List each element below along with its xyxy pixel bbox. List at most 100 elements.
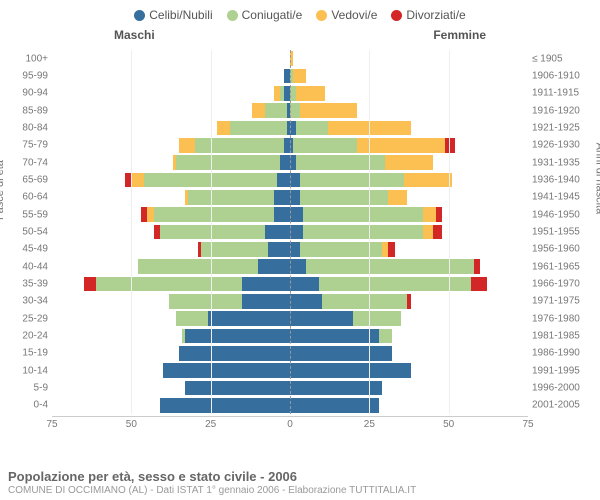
bar-segment bbox=[404, 173, 452, 188]
birth-label: ≤ 1905 bbox=[532, 53, 594, 64]
bar-male bbox=[52, 363, 290, 378]
bar-segment bbox=[138, 259, 259, 274]
bar-segment bbox=[290, 173, 300, 188]
bar-male bbox=[52, 277, 290, 292]
age-label: 70-74 bbox=[6, 157, 48, 168]
bar-segment bbox=[195, 138, 284, 153]
bar-segment bbox=[217, 121, 230, 136]
bar-female bbox=[290, 121, 528, 136]
pyramid-chart: Fasce di età Anni di nascita 100+≤ 19059… bbox=[4, 44, 596, 444]
age-label: 25-29 bbox=[6, 313, 48, 324]
bar-segment bbox=[160, 225, 265, 240]
bar-segment bbox=[179, 138, 195, 153]
bar-segment bbox=[96, 277, 242, 292]
gridline bbox=[369, 50, 370, 414]
bar-male bbox=[52, 398, 290, 413]
bar-male bbox=[52, 138, 290, 153]
y-axis-label-right: Anni di nascita bbox=[594, 143, 600, 215]
header-male: Maschi bbox=[114, 28, 155, 42]
bar-female bbox=[290, 69, 528, 84]
legend-label: Coniugati/e bbox=[242, 8, 303, 22]
legend-item: Vedovi/e bbox=[316, 8, 377, 22]
birth-label: 1936-1940 bbox=[532, 174, 594, 185]
bar-segment bbox=[353, 311, 401, 326]
chart-container: Celibi/NubiliConiugati/eVedovi/eDivorzia… bbox=[0, 0, 600, 500]
bar-female bbox=[290, 346, 528, 361]
bar-female bbox=[290, 86, 528, 101]
bar-segment bbox=[290, 190, 300, 205]
gridline bbox=[211, 50, 212, 414]
footer: Popolazione per età, sesso e stato civil… bbox=[8, 469, 592, 496]
birth-label: 1951-1955 bbox=[532, 226, 594, 237]
gridline bbox=[131, 50, 132, 414]
age-label: 35-39 bbox=[6, 278, 48, 289]
x-tick: 25 bbox=[364, 419, 375, 430]
bar-segment bbox=[265, 103, 287, 118]
bar-male bbox=[52, 294, 290, 309]
bar-female bbox=[290, 329, 528, 344]
legend-label: Divorziati/e bbox=[406, 8, 465, 22]
age-label: 0-4 bbox=[6, 400, 48, 411]
birth-label: 1906-1910 bbox=[532, 70, 594, 81]
chart-subtitle: COMUNE DI OCCIMIANO (AL) - Dati ISTAT 1°… bbox=[8, 485, 592, 496]
gridline bbox=[449, 50, 450, 414]
bar-female bbox=[290, 398, 528, 413]
bar-segment bbox=[474, 259, 480, 274]
bar-female bbox=[290, 103, 528, 118]
x-tick: 75 bbox=[46, 419, 57, 430]
bar-segment bbox=[274, 190, 290, 205]
bar-male bbox=[52, 329, 290, 344]
bar-segment bbox=[385, 155, 433, 170]
age-label: 75-79 bbox=[6, 140, 48, 151]
bar-male bbox=[52, 51, 290, 66]
bar-segment bbox=[290, 329, 379, 344]
bar-segment bbox=[154, 207, 275, 222]
age-label: 45-49 bbox=[6, 244, 48, 255]
x-tick: 25 bbox=[205, 419, 216, 430]
bar-female bbox=[290, 207, 528, 222]
legend-swatch bbox=[391, 10, 402, 21]
bar-female bbox=[290, 294, 528, 309]
age-label: 85-89 bbox=[6, 105, 48, 116]
bar-segment bbox=[176, 311, 208, 326]
bar-female bbox=[290, 242, 528, 257]
bar-segment bbox=[423, 207, 436, 222]
bar-segment bbox=[179, 346, 290, 361]
center-line bbox=[290, 50, 291, 414]
bar-segment bbox=[445, 138, 455, 153]
bar-segment bbox=[169, 294, 242, 309]
bar-segment bbox=[388, 190, 407, 205]
bar-male bbox=[52, 86, 290, 101]
bar-male bbox=[52, 242, 290, 257]
bar-female bbox=[290, 155, 528, 170]
bar-female bbox=[290, 51, 528, 66]
birth-label: 1911-1915 bbox=[532, 88, 594, 99]
bar-male bbox=[52, 173, 290, 188]
bar-segment bbox=[290, 259, 306, 274]
bar-segment bbox=[300, 103, 357, 118]
bar-segment bbox=[407, 294, 410, 309]
bar-segment bbox=[471, 277, 487, 292]
bar-segment bbox=[280, 155, 290, 170]
x-tick: 50 bbox=[443, 419, 454, 430]
age-label: 15-19 bbox=[6, 348, 48, 359]
bar-male bbox=[52, 155, 290, 170]
birth-label: 1946-1950 bbox=[532, 209, 594, 220]
bar-segment bbox=[185, 381, 290, 396]
bar-segment bbox=[274, 207, 290, 222]
bar-segment bbox=[290, 346, 392, 361]
age-label: 50-54 bbox=[6, 226, 48, 237]
bar-segment bbox=[230, 121, 287, 136]
birth-label: 1921-1925 bbox=[532, 122, 594, 133]
bar-female bbox=[290, 363, 528, 378]
bar-segment bbox=[268, 242, 290, 257]
birth-label: 1931-1935 bbox=[532, 157, 594, 168]
bar-segment bbox=[185, 329, 290, 344]
bar-segment bbox=[290, 103, 300, 118]
bar-segment bbox=[303, 207, 424, 222]
bar-male bbox=[52, 225, 290, 240]
bar-male bbox=[52, 69, 290, 84]
birth-label: 1976-1980 bbox=[532, 313, 594, 324]
bar-segment bbox=[300, 173, 405, 188]
bar-segment bbox=[290, 363, 411, 378]
